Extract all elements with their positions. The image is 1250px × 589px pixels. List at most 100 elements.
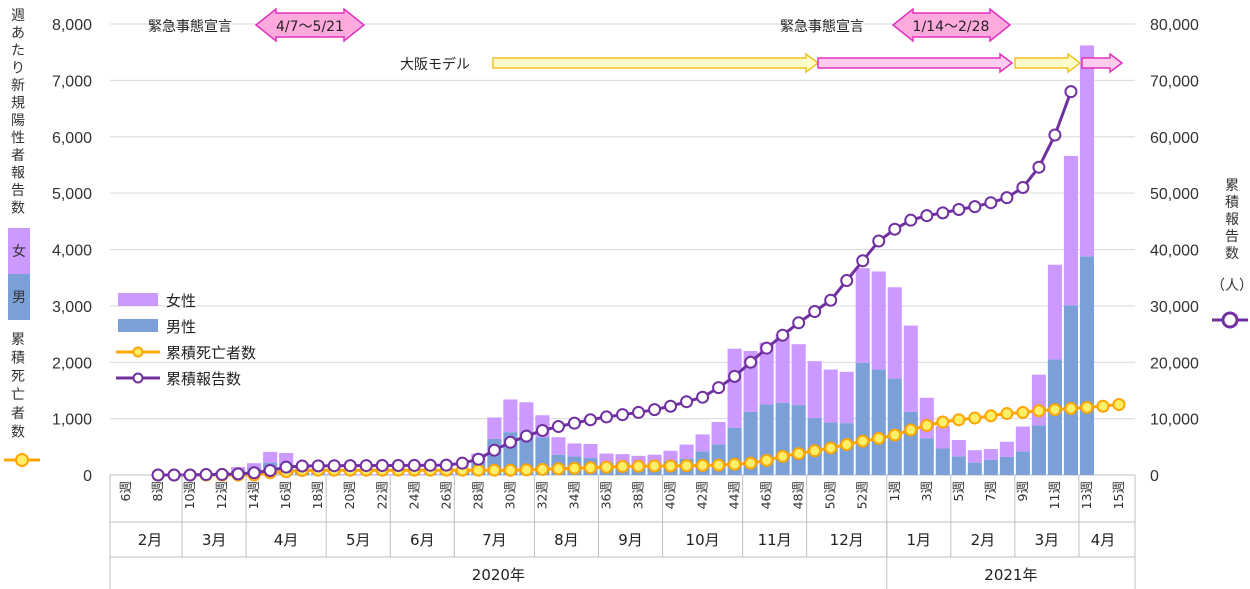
- left-axis-title-char: 性: [11, 131, 25, 147]
- deaths-point: [712, 458, 726, 472]
- deaths-point: [471, 463, 485, 477]
- left-axis-female-label: 女: [12, 243, 26, 260]
- week-tick-label: 16週: [278, 481, 293, 510]
- right-tick-label: 30,000: [1150, 299, 1199, 316]
- left-axis-deaths-marker: [15, 453, 29, 467]
- cases-point: [616, 408, 629, 422]
- left-axis-title-char: 積: [11, 351, 25, 367]
- cases-point: [423, 458, 437, 472]
- bars: [167, 45, 1094, 475]
- right-axis-title-char: 報: [1225, 212, 1239, 228]
- week-tick-label: 11週: [1047, 481, 1062, 510]
- osaka-model-arrow: [817, 52, 1014, 74]
- bar-female: [759, 342, 774, 405]
- cases-point: [680, 395, 694, 409]
- bar-male: [1079, 256, 1094, 475]
- cases-point: [760, 341, 774, 355]
- deaths-point: [599, 460, 613, 474]
- week-tick-label: 52週: [855, 481, 870, 510]
- deaths-point: [535, 462, 549, 476]
- month-label: 3月: [1035, 531, 1060, 549]
- bar-female: [871, 271, 886, 370]
- week-tick-label: 20週: [342, 481, 357, 510]
- month-label: 4月: [274, 531, 299, 549]
- legend-swatch: [118, 293, 158, 306]
- left-axis-title-char: 陽: [11, 113, 25, 129]
- cases-point: [263, 463, 277, 477]
- deaths-point: [760, 453, 774, 467]
- deaths-point: [936, 415, 950, 429]
- week-tick-label: 28週: [470, 481, 485, 510]
- right-axis-unit: （人）: [1211, 278, 1250, 294]
- left-axis-title-char: 死: [11, 369, 25, 385]
- cases-point: [792, 316, 806, 330]
- cases-point: [199, 468, 213, 482]
- bar-female: [1015, 426, 1030, 452]
- emergency-range-1: 4/7～5/21: [276, 19, 344, 35]
- month-label: 6月: [410, 531, 435, 549]
- deaths-point: [1032, 404, 1046, 418]
- bar-female: [247, 463, 262, 469]
- month-label: 7月: [482, 531, 507, 549]
- emergency-label-2: 緊急事態宣言: [780, 19, 864, 35]
- bar-male: [967, 462, 982, 475]
- bar-female: [823, 369, 838, 423]
- cases-point: [936, 206, 950, 220]
- cases-point: [984, 196, 998, 210]
- week-tick-label: 32週: [534, 481, 549, 510]
- cases-point: [551, 420, 565, 434]
- week-tick-label: 9週: [1015, 481, 1030, 502]
- deaths-point: [696, 458, 710, 472]
- legend-swatch: [118, 319, 158, 332]
- left-axis-title-char: 規: [11, 96, 25, 112]
- cases-point: [471, 452, 485, 466]
- bar-female: [599, 453, 614, 463]
- cases-point: [279, 460, 293, 474]
- deaths-point: [968, 411, 982, 425]
- week-tick-label: 1週: [887, 481, 902, 502]
- deaths-point: [616, 460, 629, 474]
- bar-female: [279, 453, 294, 464]
- deaths-point: [519, 463, 533, 477]
- cases-point: [856, 254, 870, 268]
- bar-female: [1079, 45, 1094, 257]
- cases-point: [311, 459, 325, 473]
- deaths-point: [1048, 403, 1062, 417]
- cases-point: [231, 467, 245, 481]
- bar-female: [967, 450, 982, 463]
- left-axis-female-swatch: [8, 228, 30, 274]
- emergency-label-1: 緊急事態宣言: [148, 19, 232, 35]
- bar-female: [903, 325, 918, 412]
- bar-male: [1047, 359, 1062, 475]
- week-tick-label: 5週: [951, 481, 966, 502]
- week-tick-label: 44週: [727, 481, 742, 510]
- bar-female: [615, 454, 630, 463]
- bar-female: [711, 422, 726, 445]
- bar-female: [519, 402, 534, 433]
- month-label: 2月: [138, 531, 163, 549]
- legend-marker: [132, 346, 144, 358]
- week-tick-label: 40週: [663, 481, 678, 510]
- deaths-point: [1064, 401, 1078, 415]
- left-axis-title-char: 報: [11, 166, 25, 182]
- month-label: 10月: [686, 531, 720, 549]
- cases-point: [295, 459, 309, 473]
- legend-label: 男性: [166, 318, 196, 336]
- deaths-point: [856, 434, 870, 448]
- left-axis-title-char: 者: [11, 148, 25, 164]
- left-tick-label: 8,000: [52, 17, 92, 34]
- cases-point: [664, 399, 678, 413]
- cases-point: [696, 390, 710, 404]
- left-axis-male-swatch: [8, 274, 30, 320]
- bar-female: [1063, 155, 1078, 306]
- bar-female: [999, 441, 1014, 457]
- deaths-point: [567, 461, 581, 475]
- deaths-point: [503, 463, 517, 477]
- cases-point: [712, 381, 726, 395]
- left-axis-title-char: 数: [11, 425, 25, 441]
- week-tick-label: 6週: [118, 481, 133, 502]
- bar-male: [919, 438, 934, 475]
- bar-female: [647, 454, 662, 464]
- bar-female: [503, 399, 518, 433]
- bar-female: [807, 361, 822, 419]
